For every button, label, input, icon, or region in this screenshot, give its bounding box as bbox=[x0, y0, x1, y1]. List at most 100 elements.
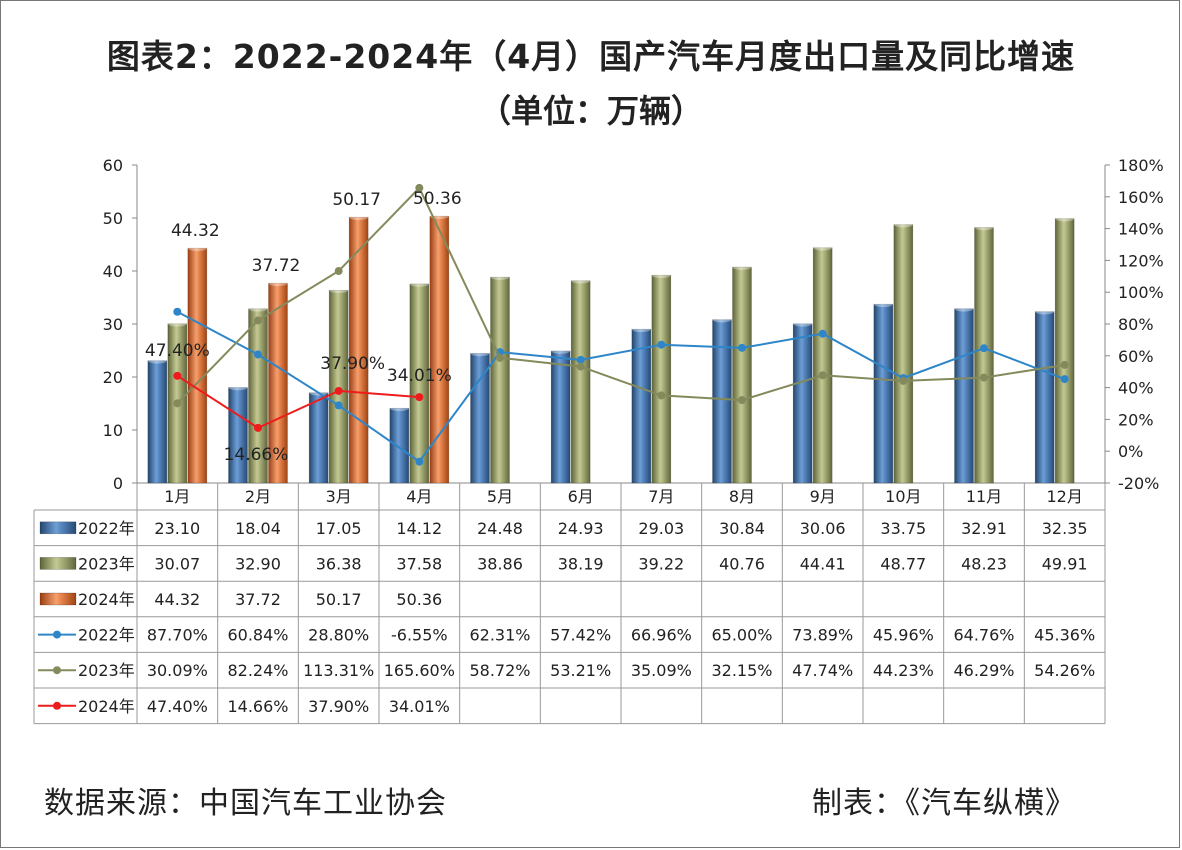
bar-2023年-8月 bbox=[732, 266, 752, 484]
line-data-label: 14.66% bbox=[224, 445, 289, 465]
table-cell: 49.91 bbox=[1042, 554, 1088, 573]
legend-key-marker bbox=[53, 630, 61, 639]
x-tick-label: 2月 bbox=[245, 487, 271, 506]
table-cell: 48.23 bbox=[961, 554, 1007, 573]
bar-cap bbox=[490, 274, 510, 281]
table-cell: 44.41 bbox=[800, 554, 846, 573]
point-2024年-1月 bbox=[173, 371, 182, 380]
bar-data-label: 44.32 bbox=[171, 221, 220, 241]
y-right-tick-label: 160% bbox=[1118, 188, 1164, 207]
point-2023年-10月 bbox=[899, 376, 908, 385]
bar-cap bbox=[873, 301, 893, 308]
table-cell: 50.17 bbox=[316, 590, 362, 609]
legend-key-marker bbox=[53, 666, 61, 675]
table-cell: 54.26% bbox=[1034, 661, 1095, 680]
bar-cap bbox=[893, 221, 913, 228]
table-cell: 48.77 bbox=[880, 554, 926, 573]
legend-key-bar-2024年 bbox=[39, 592, 77, 606]
legend-entry-2024年: 2024年 bbox=[78, 590, 135, 609]
bar-2023年-12月 bbox=[1054, 218, 1075, 484]
table-cell: 45.36% bbox=[1034, 626, 1095, 645]
point-2023年-3月 bbox=[334, 267, 343, 276]
bar-cap bbox=[228, 384, 248, 391]
table-cell: 32.90 bbox=[235, 554, 281, 573]
bar-2023年-4月 bbox=[409, 283, 430, 484]
legend-key-marker bbox=[53, 701, 61, 710]
y-left-tick-label: 0 bbox=[113, 474, 123, 493]
chart-subtitle: （单位：万辆） bbox=[478, 92, 703, 130]
y-right-tick-label: 140% bbox=[1118, 220, 1164, 239]
table-cell: 17.05 bbox=[316, 519, 362, 538]
y-left-tick-label: 40 bbox=[103, 262, 123, 281]
point-2022年-6月 bbox=[576, 355, 585, 364]
bar-cap bbox=[187, 245, 207, 252]
point-2023年-1月 bbox=[173, 399, 182, 408]
table-cell: 38.86 bbox=[477, 554, 523, 573]
table-cell: 40.76 bbox=[719, 554, 765, 573]
data-source: 数据来源：中国汽车工业协会 bbox=[44, 786, 447, 821]
point-2024年-3月 bbox=[334, 386, 343, 395]
point-2024年-2月 bbox=[254, 423, 262, 432]
legend-entry-2022年: 2022年 bbox=[78, 519, 135, 538]
bar-cap bbox=[651, 272, 671, 279]
table-cell: 62.31% bbox=[469, 626, 530, 645]
chart-title: 图表2：2022-2024年（4月）国产汽车月度出口量及同比增速 bbox=[106, 37, 1076, 76]
point-2022年-9月 bbox=[818, 329, 827, 338]
x-tick-label: 5月 bbox=[487, 487, 513, 506]
table-cell: 50.36 bbox=[396, 590, 442, 609]
bar-2023年-11月 bbox=[974, 227, 994, 484]
table-cell: 37.72 bbox=[235, 590, 281, 609]
table-cell: 24.48 bbox=[477, 519, 523, 538]
point-2022年-12月 bbox=[1060, 375, 1069, 384]
table-cell: 60.84% bbox=[227, 626, 288, 645]
table-cell: 82.24% bbox=[227, 661, 288, 680]
table-cell: 46.29% bbox=[953, 661, 1014, 680]
x-tick-label: 4月 bbox=[406, 487, 432, 506]
bar-cap bbox=[268, 280, 288, 287]
bar-cap bbox=[571, 277, 591, 284]
table-cell: 87.70% bbox=[147, 626, 208, 645]
bar-cap bbox=[732, 263, 752, 270]
x-tick-label: 9月 bbox=[810, 487, 836, 506]
bar-data-label: 50.36 bbox=[413, 189, 462, 209]
point-2023年-2月 bbox=[254, 316, 262, 325]
bar-cap bbox=[329, 287, 349, 294]
x-tick-label: 1月 bbox=[164, 487, 190, 506]
bar-2023年-9月 bbox=[812, 247, 833, 484]
x-tick-label: 8月 bbox=[729, 487, 755, 506]
table-cell: 23.10 bbox=[154, 519, 200, 538]
table-cell: 18.04 bbox=[235, 519, 281, 538]
y-right-tick-label: 60% bbox=[1118, 347, 1154, 366]
table-cell: -6.55% bbox=[391, 626, 448, 645]
point-2023年-9月 bbox=[818, 371, 827, 380]
y-right-tick-label: 40% bbox=[1118, 379, 1154, 398]
y-right-tick-label: 0% bbox=[1118, 442, 1143, 461]
bar-cap bbox=[793, 320, 813, 327]
table-cell: 45.96% bbox=[873, 626, 934, 645]
bar-cap bbox=[1035, 308, 1055, 315]
table-cell: 34.01% bbox=[389, 697, 450, 716]
point-2023年-8月 bbox=[738, 396, 746, 405]
point-2023年-5月 bbox=[496, 353, 504, 362]
point-2023年-11月 bbox=[980, 373, 988, 382]
table-cell: 66.96% bbox=[631, 626, 692, 645]
x-tick-label: 3月 bbox=[326, 487, 352, 506]
bar-2022年-9月 bbox=[792, 323, 813, 484]
x-tick-label: 12月 bbox=[1046, 487, 1082, 506]
bar-cap bbox=[167, 320, 187, 327]
table-cell: 165.60% bbox=[384, 661, 455, 680]
point-2022年-8月 bbox=[738, 343, 746, 352]
point-2023年-7月 bbox=[657, 391, 666, 400]
table-cell: 53.21% bbox=[550, 661, 611, 680]
y-right-tick-label: 100% bbox=[1118, 283, 1164, 302]
table-cell: 14.12 bbox=[396, 519, 442, 538]
bar-cap bbox=[813, 244, 833, 251]
table-cell: 38.19 bbox=[558, 554, 604, 573]
line-data-label: 47.40% bbox=[145, 341, 210, 361]
table-cell: 65.00% bbox=[711, 626, 772, 645]
bar-cap bbox=[429, 213, 449, 220]
point-2022年-4月 bbox=[415, 457, 424, 466]
point-2024年-4月 bbox=[415, 393, 424, 402]
table-cell: 73.89% bbox=[792, 626, 853, 645]
